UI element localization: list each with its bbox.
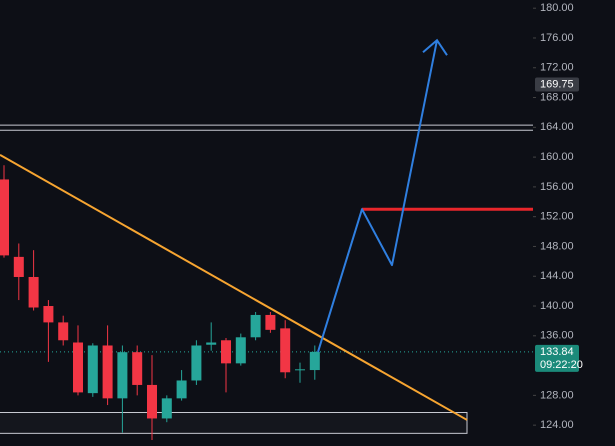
candle-body: [161, 398, 172, 419]
y-tick-label: 144.00: [540, 270, 574, 282]
y-tick-label: 152.00: [540, 211, 574, 223]
candle-body: [221, 340, 231, 364]
y-tick-label: 172.00: [540, 62, 574, 74]
candle-body: [102, 345, 113, 399]
y-tick-label: 140.00: [540, 300, 574, 312]
y-tick-label: 124.00: [540, 419, 574, 431]
y-tick-label: 128.00: [540, 389, 574, 401]
candle-body: [265, 314, 276, 330]
candle-body: [147, 384, 157, 419]
candle-body: [206, 342, 217, 345]
current-price-label: 133.84: [540, 346, 574, 358]
candle-body: [0, 179, 9, 256]
candle-body: [73, 342, 83, 393]
candle-body: [58, 322, 69, 341]
candle-body: [250, 314, 261, 338]
candle-body: [191, 345, 202, 381]
candle-body: [117, 352, 128, 399]
y-tick-label: 168.00: [540, 91, 574, 103]
y-tick-label: 160.00: [540, 151, 574, 163]
candle-body: [87, 345, 98, 394]
candle-body: [309, 351, 320, 371]
candle-body: [176, 380, 187, 399]
projection-path: [317, 40, 438, 353]
arrow-head: [422, 38, 448, 56]
current-price-box: [535, 344, 579, 372]
y-tick-label: 148.00: [540, 240, 574, 252]
candle-body: [43, 306, 54, 323]
candle-body: [13, 256, 24, 277]
y-tick-label: 180.00: [540, 2, 574, 14]
candle-body: [235, 337, 246, 364]
y-tick-label: 176.00: [540, 32, 574, 44]
y-tick-label: 136.00: [540, 330, 574, 342]
countdown-label: 09:22:20: [540, 359, 583, 371]
marker-price-box: [535, 77, 579, 92]
candle-body: [280, 328, 291, 373]
marker-price-label: 169.75: [540, 78, 574, 90]
trendline: [0, 154, 468, 421]
candle-body: [28, 276, 39, 308]
y-tick-label: 164.00: [540, 121, 574, 133]
candle-body: [132, 352, 143, 385]
support-zone: [0, 411, 468, 434]
y-tick-label: 156.00: [540, 181, 574, 193]
candle-body: [295, 369, 305, 371]
